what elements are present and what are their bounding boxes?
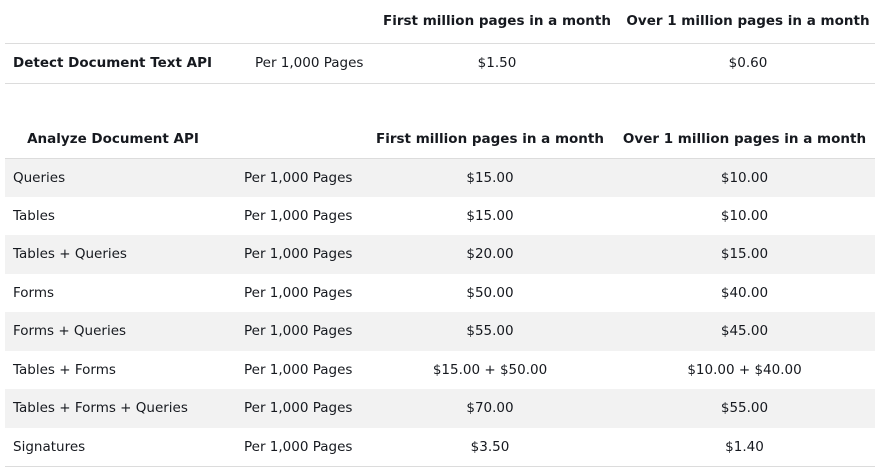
price-first: $50.00 [466,284,514,301]
table-header-row: Analyze Document API First million pages… [5,120,875,159]
header-api [5,0,245,44]
unit: Per 1,000 Pages [244,284,353,301]
price-first: $55.00 [366,312,614,351]
header-first-million: First million pages in a month [373,0,621,44]
price-over: $10.00 [614,158,875,197]
price-first: $1.50 [373,43,621,84]
table-row: Queries Per 1,000 Pages $15.00 $10.00 [5,158,875,197]
unit: Per 1,000 Pages [221,312,366,351]
table-header-row: First million pages in a month Over 1 mi… [5,0,875,44]
unit: Per 1,000 Pages [244,361,353,378]
header-unit [221,120,366,159]
detect-text-pricing-table: First million pages in a month Over 1 mi… [5,0,875,84]
feature-name: Tables + Forms [13,361,116,378]
feature-name: Forms [13,284,55,301]
unit: Per 1,000 Pages [221,427,366,467]
price-first: $3.50 [366,427,614,467]
header-first-million: First million pages in a month [366,120,614,159]
unit: Per 1,000 Pages [221,158,366,197]
table-row: Tables + Forms Per 1,000 Pages $15.00 + $5… [5,351,875,390]
feature-name: Forms + Queries [5,312,221,351]
table-row: Tables Per 1,000 Pages $15.00 $10.00 [5,197,875,236]
price-first: $15.00 [366,158,614,197]
feature-name: Tables [13,207,55,224]
price-over: $10.00 [720,207,769,224]
unit: Per 1,000 Pages [244,207,353,224]
unit: Per 1,000 Pages [221,235,366,274]
analyze-document-pricing-table: Analyze Document API First million pages… [5,120,875,467]
header-over-million: Over 1 million pages in a month [621,0,875,44]
price-over: $45.00 [614,312,875,351]
price-first: $70.00 [366,389,614,428]
header-api: Analyze Document API [5,120,221,159]
table-row: Detect Document Text API Per 1,000 Pages… [5,43,875,84]
price-over: $40.00 [720,284,769,301]
feature-name: Signatures [5,427,221,467]
price-over: $1.40 [614,427,875,467]
price-first: $15.00 + $50.00 [432,361,548,378]
api-name: Detect Document Text API [5,43,245,84]
price-over: $55.00 [614,389,875,428]
table-row: Tables + Queries Per 1,000 Pages $20.00 $15… [5,235,875,274]
table-row: Forms Per 1,000 Pages $50.00 $40.00 [5,274,875,313]
table-row: Signatures Per 1,000 Pages $3.50 $1.40 [5,427,875,467]
feature-name: Queries [5,158,221,197]
unit: Per 1,000 Pages [221,389,366,428]
unit: Per 1,000 Pages [245,43,373,84]
price-first: $20.00 [366,235,614,274]
price-over: $0.60 [621,43,875,84]
price-over: $15.00 [614,235,875,274]
price-first: $15.00 [466,207,514,224]
table-row: Forms + Queries Per 1,000 Pages $55.00 $45.… [5,312,875,351]
price-over: $10.00 + $40.00 [687,361,802,378]
feature-name: Tables + Forms + Queries [5,389,221,428]
header-unit [245,0,373,44]
header-over-million: Over 1 million pages in a month [614,120,875,159]
feature-name: Tables + Queries [5,235,221,274]
table-row: Tables + Forms + Queries Per 1,000 Pages $… [5,389,875,428]
